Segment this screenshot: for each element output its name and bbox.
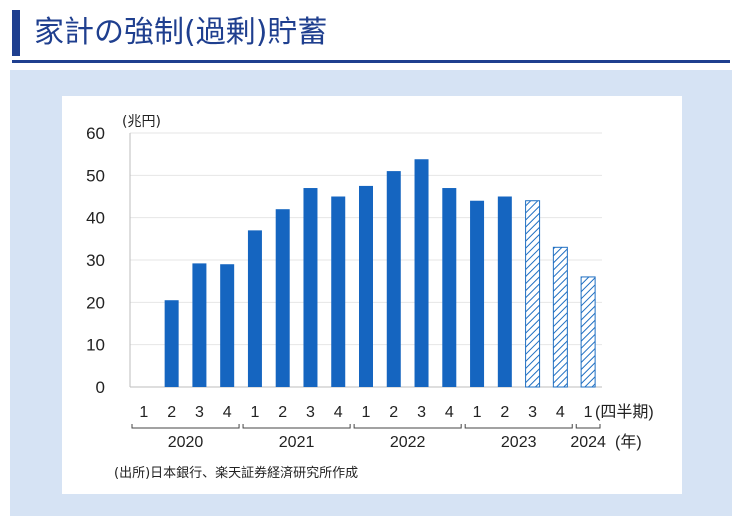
x-tick-label: 2 [500, 404, 509, 421]
page-title: 家計の強制(過剰)貯蓄 [34, 15, 328, 50]
y-tick-label: 60 [86, 124, 105, 143]
quarter-suffix-label: (四半期) [595, 403, 654, 421]
year-brackets [131, 424, 601, 429]
source-note: (出所)日本銀行、楽天証券経済研究所作成 [114, 465, 358, 481]
y-tick-label: 30 [86, 251, 105, 270]
year-bracket [353, 424, 462, 429]
x-tick-label: 4 [334, 404, 343, 421]
y-tick-label: 40 [86, 209, 105, 228]
x-tick-label: 1 [473, 404, 482, 421]
bar [470, 200, 485, 387]
bar [442, 188, 457, 387]
x-tick-label: 4 [223, 404, 232, 421]
bar [497, 196, 512, 387]
year-bracket [242, 424, 351, 429]
bar [525, 200, 541, 388]
year-label: 2024 [570, 434, 606, 451]
year-suffix-label: (年) [615, 433, 642, 451]
x-tick-label: 2 [389, 404, 398, 421]
bar [386, 171, 401, 387]
bar [359, 185, 373, 387]
year-label: 2021 [279, 434, 315, 451]
y-tick-label: 20 [86, 293, 105, 312]
x-tick-label: 3 [306, 404, 315, 421]
y-tick-labels: 0 10 20 30 40 50 60 [86, 124, 105, 397]
x-tick-label: 4 [445, 404, 454, 421]
x-tick-labels: 1 2 3 4 1 2 3 4 1 2 3 4 1 2 3 4 1 [139, 404, 592, 421]
chart-card: (兆円) 0 10 20 30 40 50 60 1 2 3 4 1 2 3 4 1 2 3 4 1 2 3 4 1 202… [62, 96, 682, 494]
bar [220, 264, 235, 387]
year-bracket [575, 424, 601, 429]
bar [247, 230, 262, 387]
year-label: 2023 [501, 434, 537, 451]
x-tick-label: 3 [417, 404, 426, 421]
year-label: 2022 [390, 434, 426, 451]
y-tick-label: 10 [86, 336, 105, 355]
y-unit-label: (兆円) [122, 114, 161, 130]
x-tick-label: 1 [584, 404, 593, 421]
title-underline [12, 60, 730, 63]
x-tick-label: 2 [278, 404, 287, 421]
x-tick-label: 4 [556, 404, 565, 421]
x-tick-label: 3 [195, 404, 204, 421]
bar [192, 263, 207, 387]
bar [303, 188, 318, 387]
bars [164, 159, 596, 388]
bar [275, 209, 290, 387]
x-tick-label: 2 [167, 404, 176, 421]
year-label: 2020 [168, 434, 204, 451]
y-tick-label: 50 [86, 166, 105, 185]
year-bracket [464, 424, 573, 429]
x-tick-label: 1 [250, 404, 259, 421]
savings-bar-chart: (兆円) 0 10 20 30 40 50 60 1 2 3 4 1 2 3 4 1 2 3 4 1 2 3 4 1 202… [86, 114, 654, 481]
x-tick-label: 1 [139, 404, 148, 421]
bar [580, 276, 596, 388]
bar [414, 159, 429, 387]
x-tick-label: 3 [528, 404, 537, 421]
bar [331, 196, 346, 387]
y-tick-label: 0 [96, 378, 105, 397]
year-labels: 2020 2021 2022 2023 2024 [168, 434, 606, 451]
bar [164, 300, 179, 387]
bar [552, 246, 568, 388]
x-tick-label: 1 [362, 404, 371, 421]
year-bracket [131, 424, 240, 429]
title-accent-bar [12, 10, 20, 56]
